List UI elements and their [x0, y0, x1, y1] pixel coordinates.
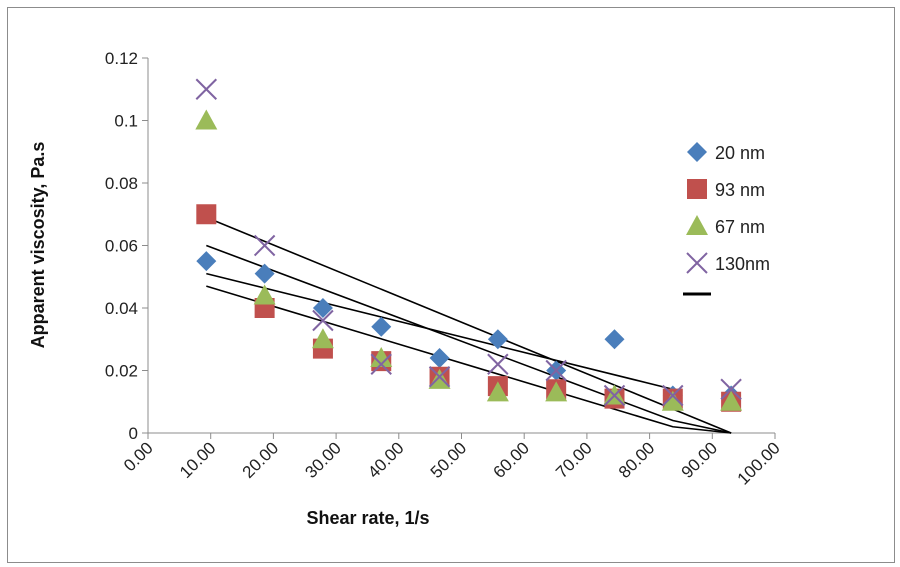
data-point-triangle [486, 381, 509, 402]
x-tick-label: 70.00 [552, 438, 596, 482]
trendline [206, 285, 732, 434]
x-tick-label: 60.00 [490, 438, 534, 482]
x-marker-stroke [487, 353, 509, 375]
x-tick-label: 80.00 [615, 438, 659, 482]
data-point-x [195, 78, 218, 100]
data-point-triangle [253, 284, 276, 305]
x-marker-stroke [195, 78, 218, 100]
x-tick-label: 50.00 [427, 438, 471, 482]
x-marker-stroke [545, 359, 567, 382]
x-marker-stroke [253, 234, 276, 257]
data-point-diamond [371, 316, 392, 337]
chart-frame [7, 7, 895, 563]
x-marker-stroke [428, 366, 451, 388]
y-axis-title: Apparent viscosity, Pa.s [28, 142, 48, 349]
legend-marker-triangle [686, 215, 708, 235]
data-point-triangle [720, 390, 743, 411]
legend-marker-x [686, 252, 708, 274]
data-point-triangle [370, 347, 393, 367]
trendline [206, 244, 732, 434]
x-marker-stroke [720, 378, 742, 400]
x-marker-stroke [686, 252, 708, 274]
data-point-diamond [196, 251, 217, 272]
trendline [206, 272, 673, 391]
x-marker-stroke [312, 309, 334, 332]
data-point-diamond [254, 263, 275, 284]
y-tick-label: 0.1 [114, 112, 138, 131]
x-marker-stroke [370, 353, 392, 375]
legend-marker-square [687, 179, 707, 199]
data-point-x [720, 378, 742, 400]
data-point-x [603, 384, 626, 407]
data-point-x [253, 234, 276, 257]
data-point-triangle [311, 328, 334, 349]
x-tick-label: 20.00 [239, 438, 283, 482]
data-point-triangle [195, 109, 218, 130]
y-tick-label: 0 [129, 424, 138, 443]
x-tick-label: 30.00 [301, 438, 345, 482]
x-tick-label: 90.00 [678, 438, 722, 482]
data-point-x [428, 366, 451, 388]
legend-label: 67 nm [715, 217, 765, 237]
data-point-x [662, 384, 684, 407]
x-tick-label: 0.00 [120, 438, 157, 475]
x-marker-stroke [603, 384, 626, 407]
data-point-diamond [487, 329, 508, 350]
y-tick-label: 0.12 [105, 49, 138, 68]
x-marker-stroke [662, 384, 684, 407]
trendline [206, 216, 732, 434]
data-point-triangle [428, 368, 451, 389]
x-tick-label: 40.00 [364, 438, 408, 482]
y-tick-label: 0.06 [105, 237, 138, 256]
trendline-layer [206, 216, 732, 434]
y-tick-label: 0.04 [105, 299, 138, 318]
data-point-diamond [604, 329, 625, 350]
x-tick-label: 10.00 [176, 438, 220, 482]
data-point-x [545, 359, 567, 382]
data-point-diamond [312, 298, 333, 318]
data-point-x [370, 353, 392, 375]
legend: 20 nm 93 nm 67 nm 130nm [683, 142, 770, 296]
x-axis-title: Shear rate, 1/s [306, 508, 429, 528]
y-tick-label: 0.08 [105, 174, 138, 193]
legend-label: 130nm [715, 254, 770, 274]
data-point-diamond [429, 348, 450, 368]
legend-label: 20 nm [715, 143, 765, 163]
marks-layer [195, 78, 743, 412]
data-point-x [487, 353, 509, 375]
data-point-x [312, 309, 334, 332]
legend-marker-diamond [687, 142, 707, 162]
y-tick-label: 0.02 [105, 362, 138, 381]
data-point-triangle [661, 390, 684, 411]
data-point-square [196, 204, 217, 225]
legend-label: 93 nm [715, 180, 765, 200]
data-point-triangle [545, 381, 568, 402]
x-tick-label: 100.00 [734, 438, 784, 488]
